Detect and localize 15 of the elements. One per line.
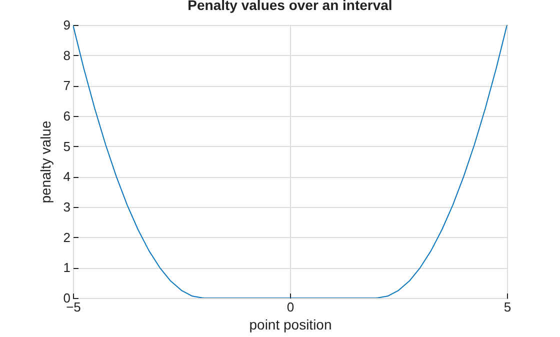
y-tick-label: 7 [63, 78, 70, 94]
y-axis-title: penalty value [37, 120, 54, 204]
y-tick-label: 6 [63, 108, 70, 124]
y-tick-label: 5 [63, 138, 70, 154]
y-tick-label: 4 [63, 169, 70, 184]
x-tick-label: 0 [286, 300, 294, 314]
y-tick-label: 1 [63, 260, 70, 276]
chart-title: Penalty values over an interval [188, 0, 392, 13]
y-tick-label: 8 [63, 48, 70, 63]
y-tick-label: 3 [63, 200, 70, 214]
x-axis-title: point position [249, 316, 332, 332]
y-tick-label: 2 [63, 230, 70, 245]
y-tick-label: 9 [63, 18, 70, 32]
x-tick-label: 5 [504, 300, 512, 314]
line-series [73, 25, 507, 298]
